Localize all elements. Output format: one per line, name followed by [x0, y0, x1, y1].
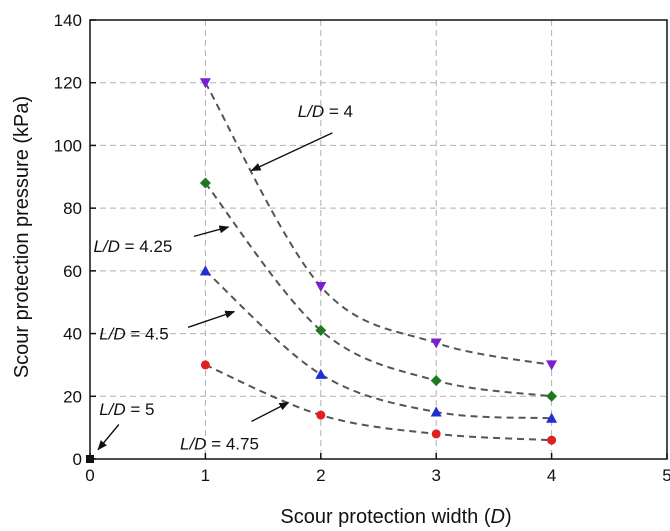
- annotation-arrow: [250, 132, 333, 172]
- annotation-label: L/D = 4: [298, 102, 353, 121]
- data-point-ld425: [546, 390, 558, 402]
- data-point-ld475: [200, 360, 210, 370]
- data-point-ld475: [316, 410, 326, 420]
- y-tick-label: 100: [54, 136, 82, 155]
- x-tick-label: 1: [201, 466, 210, 485]
- data-point-ld475: [431, 429, 441, 439]
- data-markers: [86, 78, 558, 463]
- data-point-ld4: [546, 360, 558, 371]
- annotation-label: L/D = 4.75: [180, 434, 259, 453]
- y-tick-label: 60: [63, 262, 82, 281]
- data-point-ld4: [199, 78, 211, 89]
- data-point-ld425: [430, 375, 442, 387]
- axis-ticks: 0 1 2 3 4 5 0 20 40 60 80 100 120 140: [54, 11, 670, 485]
- y-tick-label: 120: [54, 74, 82, 93]
- annotation-arrow: [97, 424, 120, 451]
- trend-curve-ld475: [205, 364, 552, 442]
- annotation-label: L/D = 5: [99, 400, 154, 419]
- y-tick-label: 140: [54, 11, 82, 30]
- annotation-arrow: [187, 310, 236, 328]
- x-tick-label: 5: [662, 466, 670, 485]
- y-tick-label: 40: [63, 325, 82, 344]
- x-tick-label: 4: [547, 466, 556, 485]
- y-tick-label: 0: [73, 450, 82, 469]
- annotation-label: L/D = 4.25: [93, 237, 172, 256]
- y-tick-label: 20: [63, 387, 82, 406]
- x-tick-label: 3: [431, 466, 440, 485]
- x-tick-label: 0: [85, 466, 94, 485]
- trend-curves: [204, 82, 552, 442]
- data-point-ld45: [546, 412, 558, 423]
- data-point-ld45: [199, 265, 211, 276]
- data-point-ld425: [315, 324, 327, 336]
- data-point-ld475: [547, 435, 557, 445]
- data-point-ld4: [430, 338, 442, 349]
- grid-lines: [90, 20, 667, 459]
- annotations: L/D = 4 L/D = 4.25 L/D = 4.5 L/D = 5 L/D = 4…: [93, 102, 353, 453]
- x-tick-label: 2: [316, 466, 325, 485]
- trend-curve-ld45: [204, 270, 552, 420]
- data-point-ld425: [199, 177, 211, 189]
- y-axis-title: Scour protection pressure (kPa): [11, 96, 33, 378]
- annotation-label: L/D = 4.5: [99, 325, 168, 344]
- x-axis-title: Scour protection width (D): [280, 506, 511, 528]
- trend-curve-ld4: [204, 82, 552, 366]
- data-point-ld4: [315, 282, 327, 293]
- plot-frame: [89, 19, 668, 460]
- annotation-arrow: [193, 225, 230, 238]
- data-point-ld5: [86, 455, 94, 463]
- trend-curve-ld425: [204, 182, 552, 398]
- data-point-ld45: [315, 368, 327, 379]
- annotation-arrow: [251, 401, 290, 422]
- data-point-ld45: [430, 406, 442, 417]
- y-tick-label: 80: [63, 199, 82, 218]
